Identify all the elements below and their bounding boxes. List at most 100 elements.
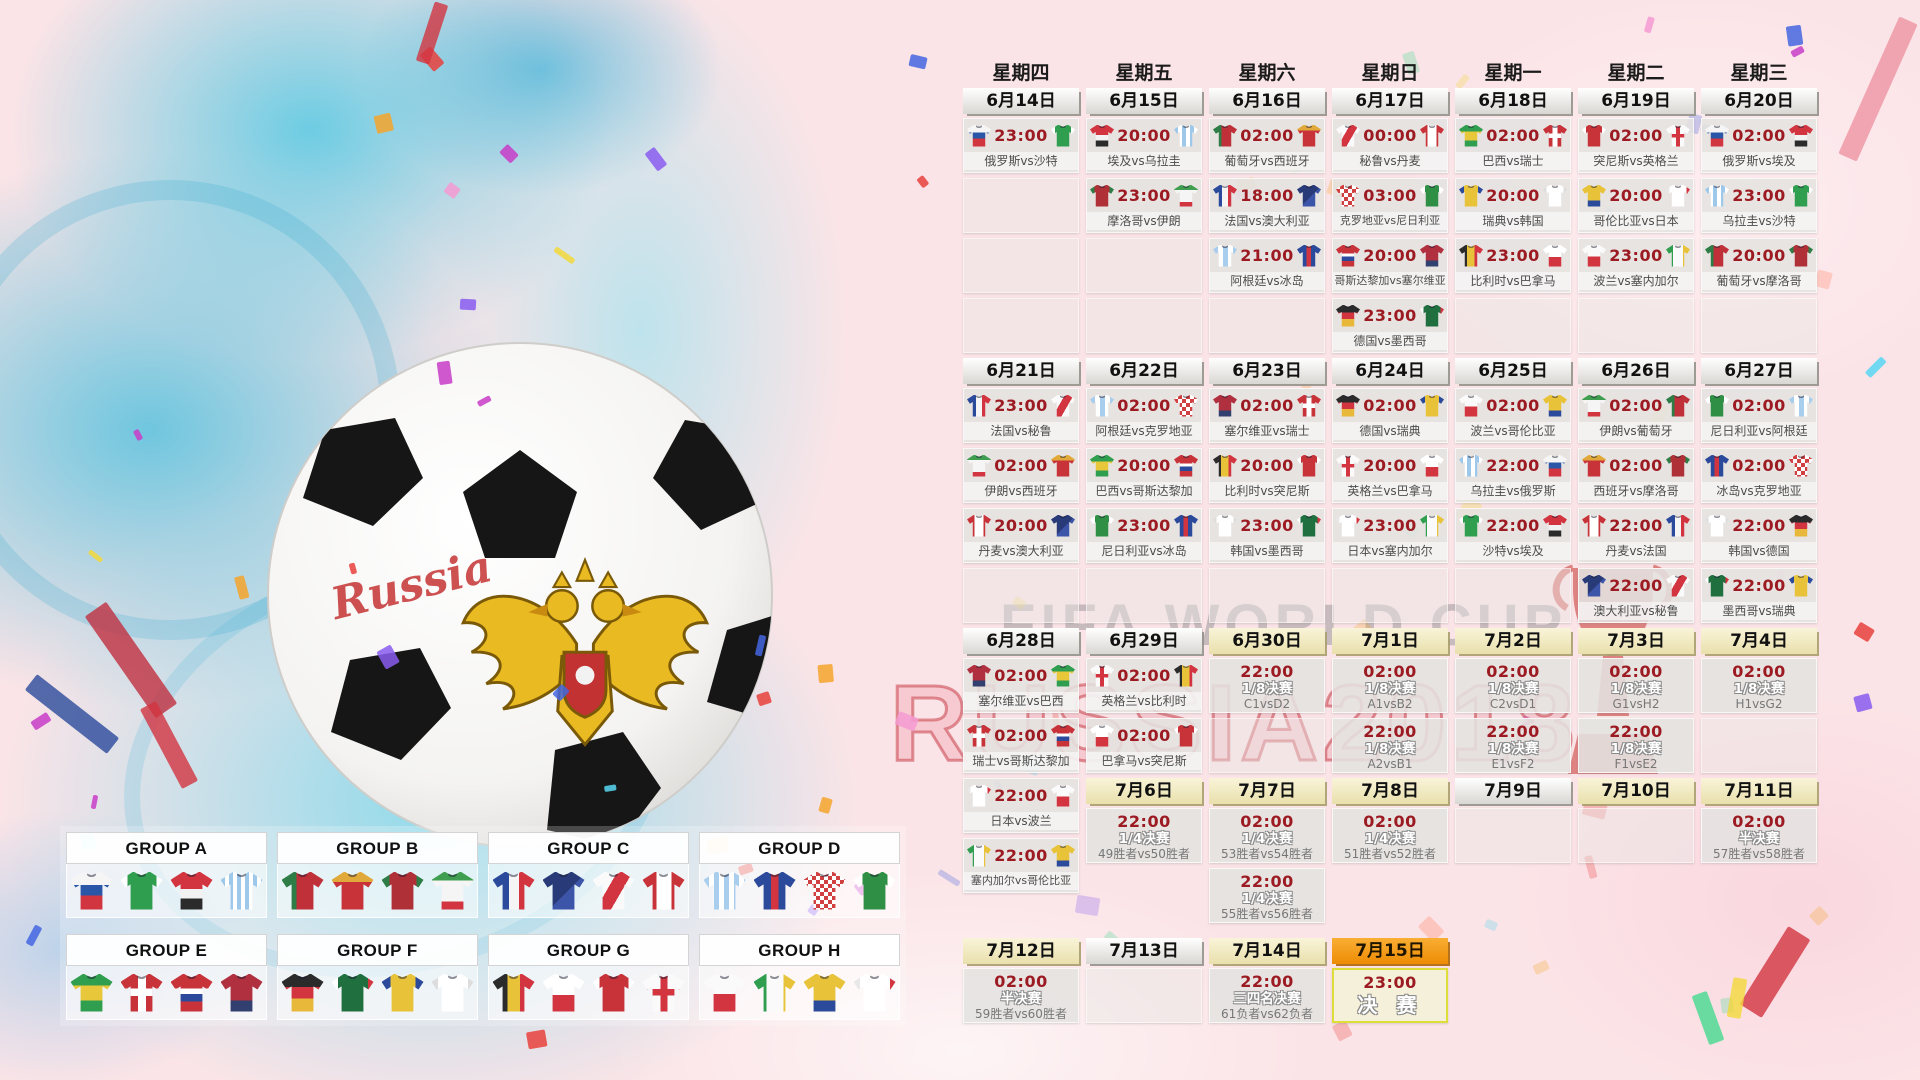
- knockout-cell: 22:00 1/4决赛 49胜者vs50胜者: [1086, 808, 1202, 863]
- match-top-row: 02:00: [964, 659, 1078, 692]
- jersey-collar: [1429, 244, 1435, 248]
- match-cell: 03:00 克罗地亚vs尼日利亚: [1332, 178, 1448, 233]
- jersey-collar: [1060, 394, 1066, 398]
- empty-cell: [1209, 298, 1325, 353]
- team-jersey-icon: [967, 844, 991, 867]
- jersey-collar: [1675, 454, 1681, 458]
- match-cell: 20:00 英格兰vs巴拿马: [1332, 448, 1448, 503]
- match-cell: 22:00 墨西哥vs瑞典: [1701, 568, 1817, 623]
- team-jersey-icon: [1174, 124, 1198, 147]
- match-top-row: 20:00: [1333, 449, 1447, 482]
- match-time: 23:00: [1117, 516, 1171, 535]
- team-jersey-icon: [281, 973, 324, 1012]
- russia-eagle-crest: [460, 556, 710, 747]
- jersey-collar: [1183, 514, 1189, 518]
- team-jersey-icon: [1297, 454, 1321, 477]
- jersey-collar: [1183, 454, 1189, 458]
- team-jersey-icon: [1459, 514, 1483, 537]
- match-time: 02:00: [1240, 812, 1294, 831]
- match-cell: 23:00 摩洛哥vs伊朗: [1086, 178, 1202, 233]
- jersey-collar: [1345, 184, 1351, 188]
- jersey-collar: [136, 871, 147, 878]
- jersey-collar: [1060, 514, 1066, 518]
- team-jersey-icon: [967, 454, 991, 477]
- team-jersey-icon: [1213, 244, 1237, 267]
- match-top-row: 20:00: [1456, 179, 1570, 212]
- jersey-collar: [1183, 124, 1189, 128]
- match-cell: 23:00 尼日利亚vs冰岛: [1086, 508, 1202, 563]
- date-header: 7月4日: [1701, 628, 1817, 654]
- match-cell: 02:00 冰岛vs克罗地亚: [1701, 448, 1817, 503]
- match-top-row: 23:00: [1087, 509, 1201, 542]
- jersey-collar: [558, 871, 569, 878]
- team-jersey-icon: [1705, 124, 1729, 147]
- jersey-collar: [1099, 124, 1105, 128]
- team-jersey-icon: [1336, 514, 1360, 537]
- team-jersey-icon: [1789, 514, 1813, 537]
- jersey-collar: [1099, 184, 1105, 188]
- match-top-row: 02:00: [1456, 389, 1570, 422]
- date-header: 7月2日: [1455, 628, 1571, 654]
- team-jersey-icon: [1543, 454, 1567, 477]
- team-jersey-icon: [1543, 184, 1567, 207]
- match-time: 02:00: [994, 666, 1048, 685]
- match-code: C2vsD1: [1489, 697, 1537, 711]
- match-time: 02:00: [1732, 662, 1786, 681]
- match-label: 日本vs波兰: [964, 812, 1078, 830]
- jersey-collar: [347, 871, 358, 878]
- empty-cell: [963, 238, 1079, 293]
- group-box: GROUP G: [488, 934, 689, 1020]
- match-top-row: 21:00: [1210, 239, 1324, 272]
- jersey-collar: [1345, 304, 1351, 308]
- match-top-row: 02:00: [1087, 659, 1201, 692]
- team-jersey-icon: [1213, 514, 1237, 537]
- team-jersey-icon: [1705, 514, 1729, 537]
- match-top-row: 23:00: [1333, 299, 1447, 332]
- jersey-collar: [976, 514, 982, 518]
- match-label: 法国vs澳大利亚: [1210, 212, 1324, 230]
- match-cell: 02:00 巴拿马vs突尼斯: [1086, 718, 1202, 773]
- group-box: GROUP F: [277, 934, 478, 1020]
- jersey-collar: [1306, 454, 1312, 458]
- match-label: 德国vs墨西哥: [1333, 332, 1447, 350]
- team-jersey-icon: [1336, 244, 1360, 267]
- confetti-piece: [1785, 25, 1803, 47]
- match-label: 巴西vs哥斯达黎加: [1087, 482, 1201, 500]
- jersey-collar: [1798, 514, 1804, 518]
- jersey-collar: [1183, 664, 1189, 668]
- match-time: 03:00: [1363, 186, 1417, 205]
- empty-cell: [963, 568, 1079, 623]
- match-top-row: 20:00: [964, 509, 1078, 542]
- jersey-collar: [608, 871, 619, 878]
- match-top-row: 02:00: [1702, 389, 1816, 422]
- jersey-collar: [1798, 394, 1804, 398]
- match-cell: 00:00 秘鲁vs丹麦: [1332, 118, 1448, 173]
- weekday-label: 星期日: [1361, 62, 1419, 84]
- team-jersey-icon: [1705, 394, 1729, 417]
- team-jersey-icon: [1297, 244, 1321, 267]
- team-jersey-icon: [1420, 454, 1444, 477]
- date-header: 7月1日: [1332, 628, 1448, 654]
- match-label: 埃及vs乌拉圭: [1087, 152, 1201, 170]
- date-header: 6月14日: [963, 88, 1079, 114]
- match-cell: 02:00 俄罗斯vs埃及: [1701, 118, 1817, 173]
- team-jersey-icon: [1051, 124, 1075, 147]
- team-jersey-icon: [1174, 184, 1198, 207]
- match-time: 22:00: [1732, 576, 1786, 595]
- match-time: 23:00: [994, 126, 1048, 145]
- round-label: 1/8决赛: [1610, 681, 1662, 697]
- jersey-collar: [236, 973, 247, 980]
- match-top-row: 22:00: [964, 839, 1078, 872]
- match-time: 02:00: [994, 456, 1048, 475]
- match-top-row: 22:00: [1702, 569, 1816, 602]
- weekday-label: 星期二: [1607, 62, 1665, 84]
- jersey-collar: [1429, 454, 1435, 458]
- date-header: 7月13日: [1086, 938, 1202, 964]
- jersey-collar: [397, 973, 408, 980]
- match-time: 02:00: [1363, 396, 1417, 415]
- date-header: 6月22日: [1086, 358, 1202, 384]
- jersey-collar: [1798, 124, 1804, 128]
- jersey-collar: [297, 973, 308, 980]
- jersey-collar: [1798, 184, 1804, 188]
- match-top-row: 02:00: [1333, 389, 1447, 422]
